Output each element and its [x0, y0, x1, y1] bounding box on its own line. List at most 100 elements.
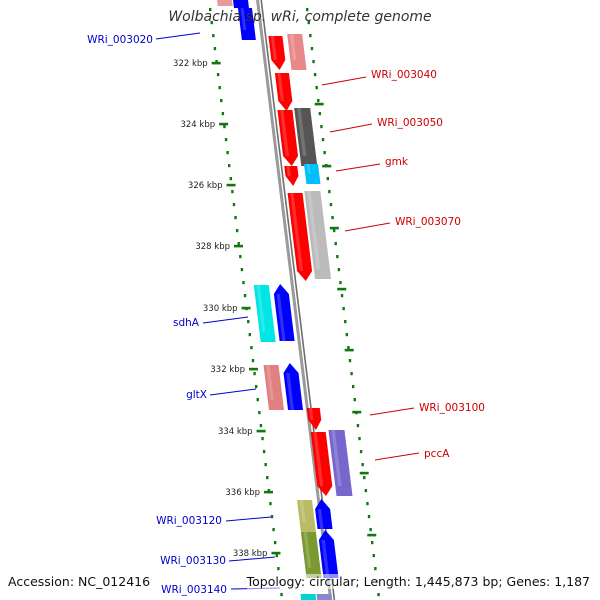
guide-dot [240, 268, 244, 272]
guide-dot [216, 73, 220, 77]
guide-dot [371, 541, 374, 545]
gene-feature [217, 0, 233, 6]
gene-feature [304, 191, 332, 279]
guide-dot [239, 255, 242, 259]
gene-feature-highlight [277, 73, 284, 101]
guide-dot [218, 86, 221, 90]
gene-feature-shape [253, 285, 276, 342]
gene-feature-shape [328, 430, 353, 496]
scale-tick [264, 490, 274, 494]
guide-dot [367, 515, 371, 519]
guide-dot [332, 229, 336, 233]
gene-feature-highlight [313, 432, 324, 486]
guide-dot [215, 60, 218, 64]
guide-dot [254, 385, 258, 389]
guide-dot [377, 593, 380, 597]
gene-feature-highlight [290, 193, 304, 271]
scale-tick-label: 330 kbp [203, 304, 238, 314]
guide-dot [280, 593, 283, 597]
gene-feature-highlight [286, 166, 291, 176]
guide-dot [321, 138, 325, 142]
gene-feature [287, 193, 313, 281]
gene-feature-shape [277, 110, 299, 166]
gene-feature [296, 500, 316, 532]
scale-tick-label: 322 kbp [173, 59, 208, 69]
guide-dot [358, 437, 361, 441]
gene-label-leader [374, 452, 420, 461]
gene-feature-highlight [317, 509, 324, 529]
guide-dot [337, 268, 341, 272]
guide-dot [317, 99, 320, 103]
scale-ticks: 322 kbp 324 kbp 326 kbp 328 kbp 330 kbp 332 k… [173, 59, 377, 559]
gene-feature-shape [237, 8, 256, 40]
gene-label: gltX [186, 389, 207, 401]
guide-dot [242, 281, 245, 285]
scale-tick [249, 367, 259, 371]
scale-tick [256, 429, 266, 433]
guide-dot [269, 502, 272, 506]
guide-dot [369, 528, 372, 532]
gene-label-leader [344, 222, 391, 232]
guide-dot [318, 112, 322, 116]
scale-tick [211, 61, 221, 65]
guide-dot [212, 34, 215, 38]
gene-feature [316, 594, 333, 600]
gene-label-leader [155, 32, 201, 40]
gene-feature-shape [315, 499, 333, 529]
guide-dot [226, 151, 229, 155]
guide-dot [251, 359, 255, 363]
guide-dot [221, 112, 225, 116]
gene-feature [310, 432, 333, 496]
guide-dot [342, 307, 345, 311]
gene-label: WRi_003070 [395, 216, 461, 228]
gene-feature-shape [318, 530, 339, 578]
guide-dot [315, 86, 318, 90]
gene-feature-highlight [280, 110, 290, 156]
gene-feature [274, 73, 293, 111]
guide-dot [347, 346, 350, 350]
gene-feature-shape [300, 532, 322, 578]
scale-tick-label: 326 kbp [188, 181, 223, 191]
guide-dot [277, 567, 280, 571]
scale-tick [367, 533, 377, 537]
gene-feature-shape [300, 594, 317, 600]
backbone-line [256, 0, 333, 600]
scale-tick-label: 332 kbp [210, 365, 245, 375]
gene-feature-shape [310, 432, 333, 496]
guide-dot [307, 21, 310, 25]
guide-dot [272, 528, 275, 532]
gene-label-leader [335, 163, 381, 172]
scale-tick [234, 244, 244, 248]
guide-dot [250, 346, 253, 350]
guide-dot [336, 255, 339, 259]
guide-dot [309, 34, 312, 38]
topology-text: Topology: circular; Length: 1,445,873 bp… [246, 574, 590, 589]
guide-dot [248, 333, 252, 337]
guide-dot [323, 151, 326, 155]
scale-tick [322, 164, 332, 168]
gene-label: pccA [424, 448, 450, 460]
gene-label: WRi_003050 [377, 117, 443, 129]
guide-dot [305, 8, 309, 12]
gene-feature-shape [274, 73, 293, 111]
gene-label-leader [202, 316, 249, 324]
gene-label-leader [209, 388, 257, 396]
guide-dot [231, 190, 234, 194]
gene-feature-shape [287, 193, 313, 281]
gene-feature-highlight [266, 365, 274, 400]
gene-label: sdhA [173, 317, 200, 329]
gene-label: WRi_003040 [371, 69, 437, 81]
gene-feature-shape [233, 0, 249, 8]
gene-feature [318, 530, 339, 578]
guide-dot [344, 320, 347, 324]
guide-dot [340, 294, 344, 298]
guide-dot [262, 450, 266, 454]
guide-dot [223, 125, 226, 129]
gene-label: WRi_003140 [161, 584, 227, 596]
scale-tick-label: 338 kbp [233, 549, 268, 559]
guide-dot [208, 8, 212, 12]
gene-feature-highlight [289, 34, 297, 60]
gene-feature [328, 430, 353, 496]
guide-dot [339, 281, 342, 285]
gene-feature [300, 594, 317, 600]
